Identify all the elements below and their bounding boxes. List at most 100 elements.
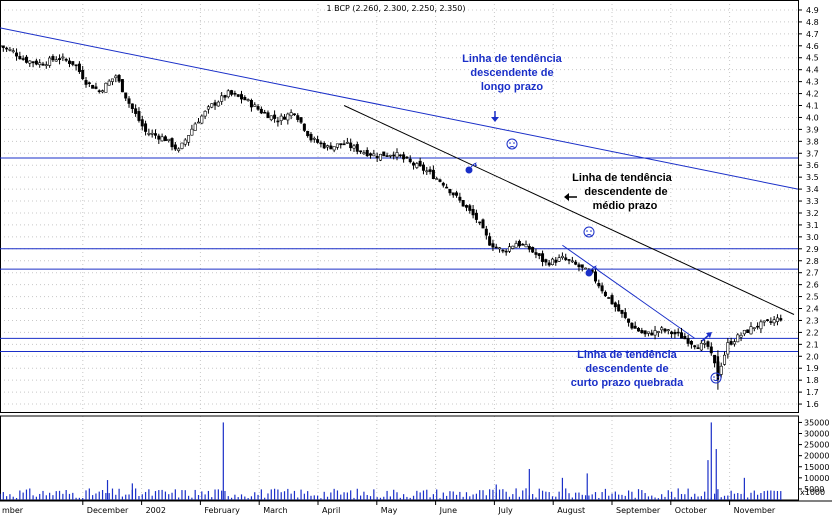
trendline-short xyxy=(562,244,696,339)
volume-bar xyxy=(505,491,507,500)
candle-body xyxy=(488,236,492,246)
candle-body xyxy=(461,200,465,207)
candle-body xyxy=(759,321,763,330)
candle-body xyxy=(501,249,505,252)
candle-body xyxy=(736,334,740,343)
candle-body xyxy=(474,212,478,220)
candle-body xyxy=(468,205,472,211)
volume-bar xyxy=(614,491,616,500)
volume-bar xyxy=(710,422,712,500)
candle-body xyxy=(296,115,300,120)
volume-tick-label: 25000 xyxy=(804,441,829,450)
volume-bar xyxy=(366,494,368,500)
candle-body xyxy=(77,63,81,72)
candle-body xyxy=(216,101,220,107)
volume-bar xyxy=(326,496,329,500)
volume-bar xyxy=(522,490,524,500)
candle-body xyxy=(640,330,644,334)
candle-body xyxy=(663,328,667,332)
volume-bar xyxy=(121,496,124,500)
candle-body xyxy=(378,153,382,161)
volume-bar xyxy=(257,494,259,500)
candle-body xyxy=(395,152,399,158)
volume-bar xyxy=(416,490,418,500)
volume-bar xyxy=(95,493,97,500)
volume-bar xyxy=(694,493,696,500)
candle-body xyxy=(600,285,604,292)
y-tick-label: 1.9 xyxy=(806,364,819,373)
volume-bar xyxy=(502,489,504,500)
volume-bar xyxy=(85,490,87,500)
volume-bar xyxy=(234,494,236,500)
volume-bar xyxy=(62,493,64,500)
candle-body xyxy=(167,138,171,141)
candle-body xyxy=(339,143,343,146)
trendlines xyxy=(0,27,799,339)
volume-bar xyxy=(687,488,689,500)
volume-bar xyxy=(161,489,163,500)
candle-body xyxy=(772,319,776,324)
volume-bar xyxy=(353,497,355,500)
price-panel-frame xyxy=(0,0,799,413)
volume-bar xyxy=(317,495,319,500)
y-axis-ticks: 4.9 4.8 4.7 4.6 4.5 4.4 4.3 4.2 4.1 4.0 3.9 3.8 3.7 3… xyxy=(798,6,819,409)
volume-bar xyxy=(247,498,249,500)
y-tick-label: 3.6 xyxy=(806,161,819,170)
candle-body xyxy=(1,45,5,48)
volume-bar xyxy=(181,490,183,500)
volume-bar xyxy=(565,488,567,500)
volume-bar xyxy=(459,491,461,500)
sad-face-icon xyxy=(506,138,518,150)
candle-body xyxy=(107,80,111,86)
volume-bar xyxy=(2,492,4,500)
candle-body xyxy=(534,252,538,255)
candle-body xyxy=(273,114,277,119)
candle-body xyxy=(18,56,22,60)
volume-bar xyxy=(489,489,491,500)
x-tick-label: October xyxy=(675,506,708,515)
candle-body xyxy=(517,241,521,247)
volume-bar xyxy=(217,489,219,500)
volume-bar xyxy=(214,489,216,500)
candle-body xyxy=(726,342,730,355)
volume-bar xyxy=(25,489,28,500)
volume-bar xyxy=(555,496,557,500)
candle-body xyxy=(200,115,204,124)
candle-body xyxy=(240,94,244,100)
candle-body xyxy=(61,56,65,59)
volume-tick-label: 35000 xyxy=(804,418,829,427)
volume-bar xyxy=(733,493,736,500)
volume-bar xyxy=(680,493,683,500)
volume-bar xyxy=(730,490,732,500)
volume-bar xyxy=(677,488,679,500)
candle-body xyxy=(292,113,296,116)
volume-tick-label: 10000 xyxy=(804,474,829,483)
volume-bar xyxy=(224,490,226,500)
candle-body xyxy=(91,84,95,89)
candle-body xyxy=(51,56,55,61)
volume-bar xyxy=(591,494,593,500)
volume-bar xyxy=(406,496,408,500)
y-tick-label: 3.3 xyxy=(806,197,819,206)
candle-body xyxy=(412,162,416,166)
volume-bar xyxy=(608,495,610,500)
volume-bar xyxy=(244,496,246,500)
volume-bar xyxy=(465,492,468,500)
candle-body xyxy=(326,145,330,148)
candle-body xyxy=(180,142,184,149)
volume-bar xyxy=(207,490,210,500)
candle-body xyxy=(11,50,15,53)
candle-body xyxy=(567,259,571,261)
candle-body xyxy=(756,325,760,328)
trendline-long xyxy=(0,27,799,190)
volume-bar xyxy=(273,488,276,500)
volume-bar xyxy=(174,489,176,500)
volume-bar xyxy=(106,480,109,500)
volume-bar xyxy=(148,489,150,500)
candle-body xyxy=(266,112,270,119)
volume-bar xyxy=(641,490,643,500)
candle-body xyxy=(355,144,359,152)
volume-bar xyxy=(631,491,633,500)
candle-body xyxy=(514,243,518,248)
volume-bar xyxy=(525,488,527,500)
